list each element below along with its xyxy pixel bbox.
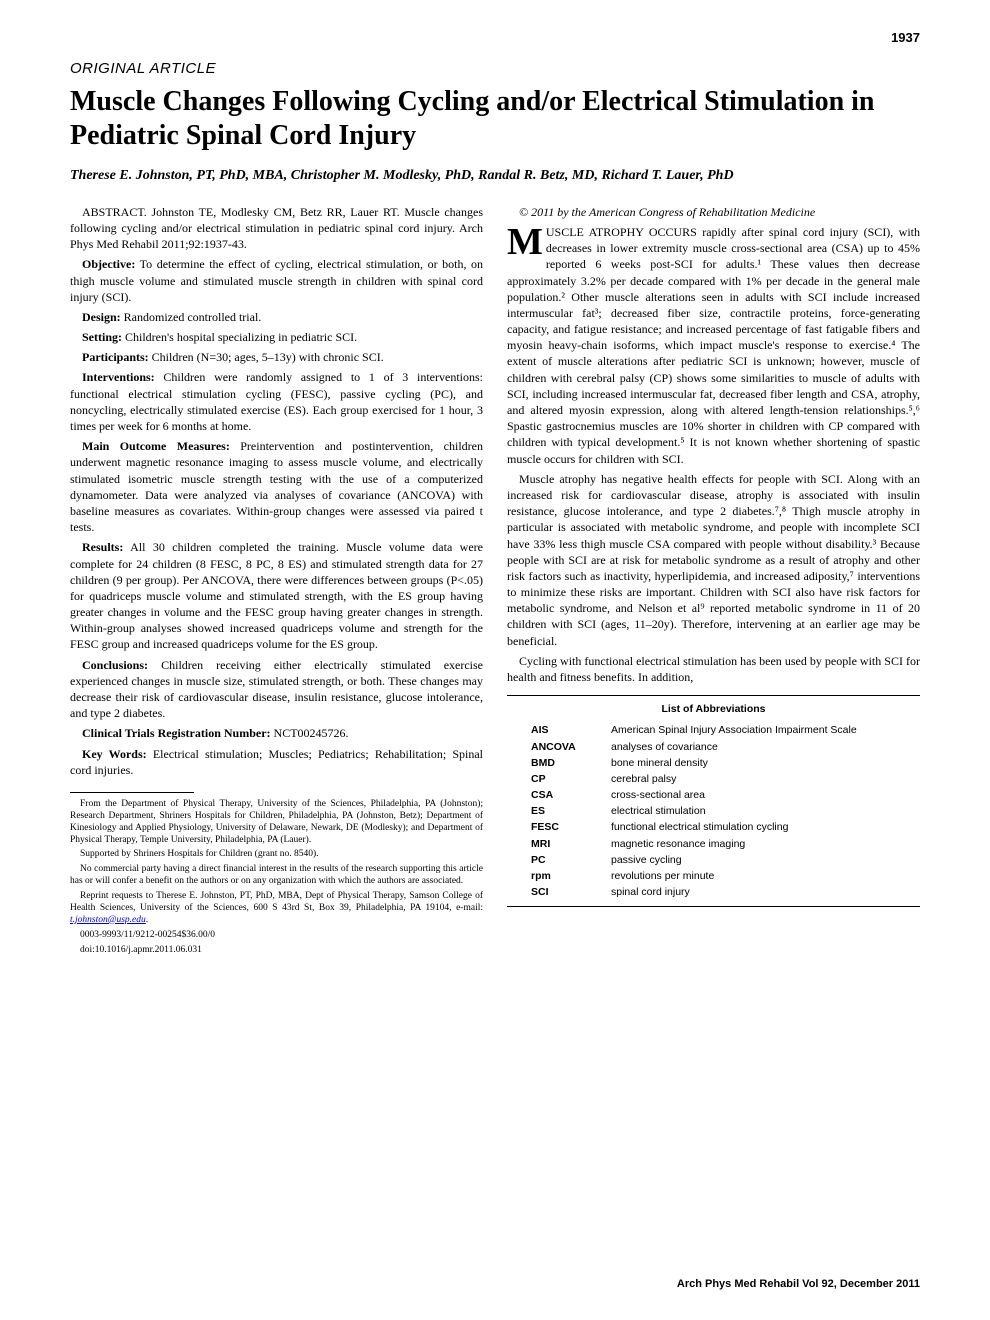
footnote-reprint: Reprint requests to Therese E. Johnston,…	[70, 891, 483, 927]
abbreviation-row: ANCOVAanalyses of covariance	[511, 739, 916, 755]
abbreviation-row: MRImagnetic resonance imaging	[511, 836, 916, 852]
setting-label: Setting:	[82, 330, 122, 344]
abbreviation-row: CPcerebral palsy	[511, 771, 916, 787]
design-label: Design:	[82, 310, 121, 324]
trial-label: Clinical Trials Registration Number:	[82, 726, 271, 740]
abbreviations-title: List of Abbreviations	[511, 702, 916, 716]
abstract-objective: Objective: To determine the effect of cy…	[70, 256, 483, 305]
footnote-issn: 0003-9993/11/9212-00254$36.00/0	[70, 930, 483, 942]
abbreviation-value: electrical stimulation	[611, 804, 916, 818]
footnote-doi: doi:10.1016/j.apmr.2011.06.031	[70, 945, 483, 957]
footnote-commercial: No commercial party having a direct fina…	[70, 864, 483, 888]
two-column-layout: ABSTRACT. Johnston TE, Modlesky CM, Betz…	[70, 204, 920, 960]
abbreviation-value: spinal cord injury	[611, 885, 916, 899]
body-paragraph-3: Cycling with functional electrical stimu…	[507, 653, 920, 685]
abbreviation-value: magnetic resonance imaging	[611, 837, 916, 851]
keywords-label: Key Words:	[82, 747, 147, 761]
abbreviation-value: cerebral palsy	[611, 772, 916, 786]
abstract-keywords: Key Words: Electrical stimulation; Muscl…	[70, 746, 483, 778]
abbreviation-value: cross-sectional area	[611, 788, 916, 802]
abbreviation-key: MRI	[531, 837, 611, 851]
abstract-design: Design: Randomized controlled trial.	[70, 309, 483, 325]
footnotes: From the Department of Physical Therapy,…	[70, 799, 483, 957]
abbreviation-row: ESelectrical stimulation	[511, 803, 916, 819]
abbreviation-key: AIS	[531, 723, 611, 737]
abbreviation-key: ES	[531, 804, 611, 818]
abbreviation-key: SCI	[531, 885, 611, 899]
abbreviation-value: analyses of covariance	[611, 740, 916, 754]
abstract-outcomes: Main Outcome Measures: Preintervention a…	[70, 438, 483, 535]
abbreviation-key: BMD	[531, 756, 611, 770]
abbreviation-row: AISAmerican Spinal Injury Association Im…	[511, 722, 916, 738]
abbreviation-key: rpm	[531, 869, 611, 883]
trial-text: NCT00245726.	[271, 726, 349, 740]
page-footer: Arch Phys Med Rehabil Vol 92, December 2…	[677, 1278, 920, 1290]
objective-label: Objective:	[82, 257, 135, 271]
participants-text: Children (N=30; ages, 5–13y) with chroni…	[149, 350, 384, 364]
footnote-separator	[70, 792, 194, 793]
copyright: © 2011 by the American Congress of Rehab…	[507, 204, 920, 220]
abstract-citation: ABSTRACT. Johnston TE, Modlesky CM, Betz…	[70, 204, 483, 253]
authors: Therese E. Johnston, PT, PhD, MBA, Chris…	[70, 166, 920, 186]
outcomes-label: Main Outcome Measures:	[82, 439, 230, 453]
body-paragraph-2: Muscle atrophy has negative health effec…	[507, 471, 920, 649]
right-column: © 2011 by the American Congress of Rehab…	[507, 204, 920, 960]
abbreviation-key: ANCOVA	[531, 740, 611, 754]
abstract-conclusions: Conclusions: Children receiving either e…	[70, 657, 483, 722]
page-number: 1937	[891, 30, 920, 45]
abbreviation-value: functional electrical stimulation cyclin…	[611, 820, 916, 834]
interventions-label: Interventions:	[82, 370, 155, 384]
abbreviation-row: BMDbone mineral density	[511, 755, 916, 771]
abbreviation-key: PC	[531, 853, 611, 867]
abbreviation-row: PCpassive cycling	[511, 852, 916, 868]
participants-label: Participants:	[82, 350, 149, 364]
abbreviation-key: FESC	[531, 820, 611, 834]
body-paragraph-1: MUSCLE ATROPHY OCCURS rapidly after spin…	[507, 224, 920, 467]
abbreviation-value: bone mineral density	[611, 756, 916, 770]
outcomes-text: Preintervention and postintervention, ch…	[70, 439, 483, 534]
footnote-from: From the Department of Physical Therapy,…	[70, 799, 483, 847]
setting-text: Children's hospital specializing in pedi…	[122, 330, 357, 344]
abbreviation-row: CSAcross-sectional area	[511, 787, 916, 803]
abstract-participants: Participants: Children (N=30; ages, 5–13…	[70, 349, 483, 365]
results-text: All 30 children completed the training. …	[70, 540, 483, 651]
footnote-support: Supported by Shriners Hospitals for Chil…	[70, 849, 483, 861]
design-text: Randomized controlled trial.	[121, 310, 262, 324]
abstract-trial: Clinical Trials Registration Number: NCT…	[70, 725, 483, 741]
abbreviation-row: SCIspinal cord injury	[511, 884, 916, 900]
abbreviation-key: CSA	[531, 788, 611, 802]
abbreviations-list: AISAmerican Spinal Injury Association Im…	[511, 722, 916, 900]
abbreviation-row: rpmrevolutions per minute	[511, 868, 916, 884]
abbreviation-key: CP	[531, 772, 611, 786]
abbreviation-value: American Spinal Injury Association Impai…	[611, 723, 916, 737]
abstract-setting: Setting: Children's hospital specializin…	[70, 329, 483, 345]
abbreviation-value: revolutions per minute	[611, 869, 916, 883]
abbreviation-value: passive cycling	[611, 853, 916, 867]
left-column: ABSTRACT. Johnston TE, Modlesky CM, Betz…	[70, 204, 483, 960]
abbreviations-box: List of Abbreviations AISAmerican Spinal…	[507, 695, 920, 907]
abbreviation-row: FESCfunctional electrical stimulation cy…	[511, 819, 916, 835]
article-title: Muscle Changes Following Cycling and/or …	[70, 85, 920, 152]
abstract-results: Results: All 30 children completed the t…	[70, 539, 483, 652]
results-label: Results:	[82, 540, 123, 554]
article-type: ORIGINAL ARTICLE	[70, 60, 920, 77]
conclusions-label: Conclusions:	[82, 658, 148, 672]
abstract-interventions: Interventions: Children were randomly as…	[70, 369, 483, 434]
email-link[interactable]: t.johnston@usp.edu	[70, 915, 146, 925]
